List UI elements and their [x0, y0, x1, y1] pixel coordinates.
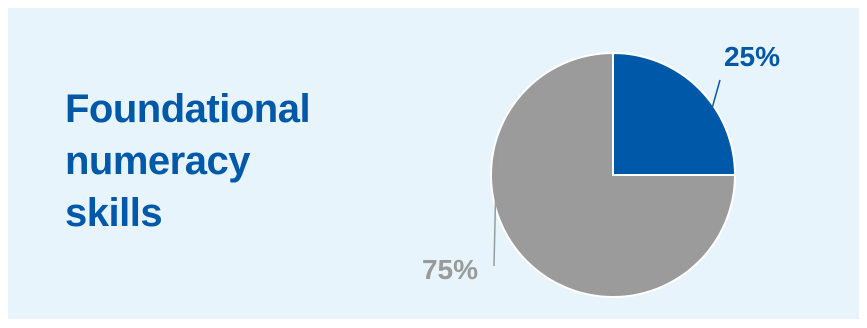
leader-line-75 [493, 145, 498, 267]
pie-slice-25 [612, 51, 737, 176]
chart-title: Foundational numeracy skills [65, 83, 385, 239]
leader-line-25 [711, 79, 721, 108]
title-line-2: numeracy [65, 139, 250, 183]
pie-slice-75 [490, 51, 737, 298]
data-label-75: 75% [422, 254, 478, 285]
data-label-25: 25% [724, 41, 780, 72]
title-line-1: Foundational [65, 87, 311, 131]
title-line-3: skills [65, 191, 163, 235]
